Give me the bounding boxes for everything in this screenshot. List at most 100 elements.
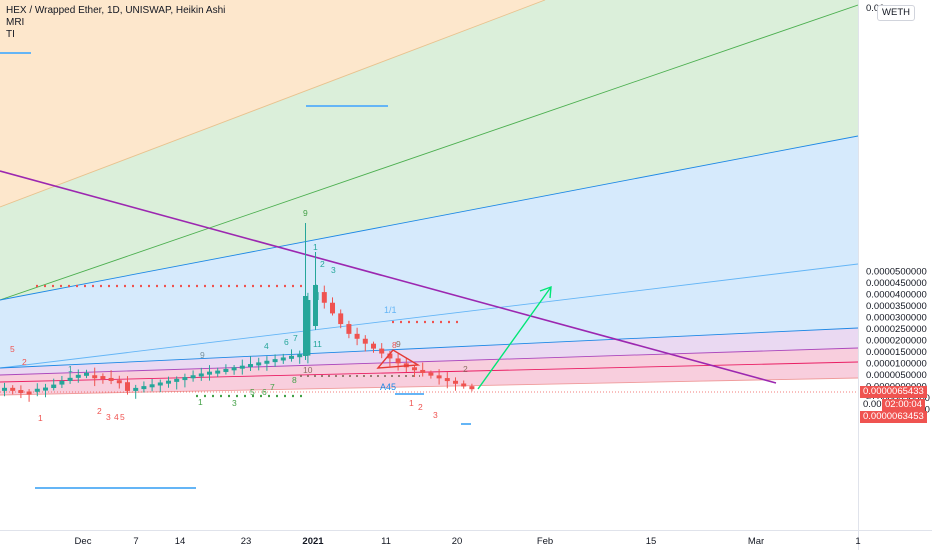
candle-body-17 bbox=[141, 386, 147, 390]
candle-body-0 bbox=[2, 387, 7, 391]
time-tick-label: 14 bbox=[175, 536, 186, 547]
price-tick-label: -0.0000050000 bbox=[866, 393, 930, 404]
candle-body-30 bbox=[248, 364, 253, 368]
fib-line-3 bbox=[0, 263, 858, 369]
price-tick-label: 0.0000500000 bbox=[866, 266, 927, 277]
candle-body-54 bbox=[444, 378, 450, 382]
candle-body-44 bbox=[362, 338, 368, 344]
seq-count-29: 2 bbox=[22, 357, 27, 367]
seq-count-4: 11 bbox=[313, 339, 322, 349]
countdown-label: 02:00:04 bbox=[882, 399, 925, 411]
time-tick-label: 15 bbox=[646, 536, 657, 547]
projection-arrowhead bbox=[539, 285, 552, 299]
seq-count-24: 7 bbox=[270, 382, 275, 392]
candle-body-39 bbox=[321, 292, 327, 303]
candle-body-27 bbox=[223, 368, 229, 372]
candle-body-58 bbox=[303, 296, 308, 356]
fib-zone-lilac bbox=[0, 328, 858, 375]
candle-body-3 bbox=[26, 391, 32, 395]
candle-body-9 bbox=[75, 374, 81, 378]
candle-body-52 bbox=[428, 372, 434, 376]
seq-count-17: 7 bbox=[293, 333, 298, 343]
candle-body-48 bbox=[395, 358, 401, 364]
candle-body-46 bbox=[379, 348, 385, 354]
candle-body-33 bbox=[272, 359, 278, 363]
seq-count-28: 5 bbox=[10, 344, 15, 354]
seq-count-0: 9 bbox=[303, 208, 308, 218]
candle-body-50 bbox=[412, 367, 417, 371]
candle-body-16 bbox=[133, 387, 139, 391]
candle-body-21 bbox=[174, 378, 180, 382]
candle-body-4 bbox=[34, 388, 40, 392]
candle-body-23 bbox=[190, 375, 196, 379]
candle-body-22 bbox=[182, 377, 188, 381]
fib-zone-blue bbox=[0, 136, 858, 368]
candle-body-28 bbox=[231, 367, 237, 371]
triangle-pattern bbox=[376, 349, 421, 369]
candle-body-14 bbox=[116, 380, 122, 384]
candle-body-34 bbox=[280, 357, 286, 361]
price-tick-label: 0.0000150000 bbox=[866, 347, 927, 358]
chart-title: HEX / Wrapped Ether, 1D, UNISWAP, Heikin… bbox=[6, 5, 226, 16]
seq-count-8: 4 bbox=[114, 412, 119, 422]
fib-line-5 bbox=[0, 347, 858, 376]
candle-body-45 bbox=[371, 343, 376, 349]
chart-legend: HEX / Wrapped Ether, 1D, UNISWAP, Heikin… bbox=[6, 5, 225, 41]
candle-body-12 bbox=[100, 376, 106, 380]
trendline bbox=[0, 170, 777, 384]
time-tick-label: 23 bbox=[241, 536, 252, 547]
candle-body-2 bbox=[18, 390, 24, 394]
time-tick-label: Mar bbox=[748, 536, 764, 547]
currency-badge[interactable]: WETH bbox=[877, 5, 915, 21]
seq-count-26: 8 bbox=[392, 340, 397, 350]
fib-zone-pink bbox=[0, 348, 858, 395]
candle-body-51 bbox=[420, 369, 426, 373]
price-tick-label: 0.0000300000 bbox=[866, 312, 927, 323]
projection-arrow bbox=[477, 286, 552, 390]
candle-body-18 bbox=[149, 384, 155, 388]
candle-body-6 bbox=[51, 384, 57, 389]
time-tick-label: 7 bbox=[133, 536, 138, 547]
seq-count-21: 3 bbox=[232, 398, 237, 408]
candle-body-36 bbox=[297, 354, 303, 358]
seq-count-2: 2 bbox=[320, 259, 325, 269]
candle-body-13 bbox=[108, 377, 114, 381]
candle-body-8 bbox=[67, 377, 73, 381]
seq-count-18: 9 bbox=[396, 339, 401, 349]
annotation-fib-ratio: 1/1 bbox=[384, 305, 397, 315]
indicator-mri[interactable]: MRI bbox=[6, 17, 25, 28]
fib-line-7 bbox=[0, 377, 858, 396]
candle-body-19 bbox=[157, 382, 163, 386]
prev-price-label: 0.0000063453 bbox=[860, 411, 927, 423]
candle-body-57 bbox=[469, 386, 475, 390]
seq-count-9: 5 bbox=[120, 412, 125, 422]
price-tick-label: 0.0000100000 bbox=[866, 358, 927, 369]
indicator-ti[interactable]: TI bbox=[6, 29, 15, 40]
price-tick-label: 0.0000350000 bbox=[866, 301, 927, 312]
seq-count-6: 2 bbox=[97, 406, 102, 416]
seq-count-16: 6 bbox=[284, 337, 289, 347]
seq-count-19: 10 bbox=[303, 365, 313, 375]
seq-count-1: 1 bbox=[313, 242, 318, 252]
time-tick-label: Dec bbox=[75, 536, 92, 547]
annotation-a45: A45 bbox=[380, 382, 396, 392]
time-tick-label: Feb bbox=[537, 536, 553, 547]
candle-body-32 bbox=[264, 360, 270, 364]
fib-line-4 bbox=[0, 327, 858, 369]
fib-line-0 bbox=[0, 0, 546, 208]
price-tick-label-top: 0.00 bbox=[866, 3, 885, 14]
price-tick-label: 0.0000450000 bbox=[866, 278, 927, 289]
candle-body-5 bbox=[43, 387, 48, 391]
fib-line-6 bbox=[0, 361, 858, 383]
candle-body-24 bbox=[198, 373, 204, 377]
candle-body-41 bbox=[338, 313, 344, 325]
candle-body-55 bbox=[453, 380, 458, 384]
seq-count-25: 2 bbox=[463, 364, 468, 374]
seq-count-3: 3 bbox=[331, 265, 336, 275]
price-tick-label: 0.0000050000 bbox=[866, 370, 927, 381]
price-tick-label: 0.0000200000 bbox=[866, 335, 927, 346]
seq-count-11: 2 bbox=[418, 402, 423, 412]
seq-count-12: 3 bbox=[433, 410, 438, 420]
candle-body-40 bbox=[330, 302, 335, 314]
